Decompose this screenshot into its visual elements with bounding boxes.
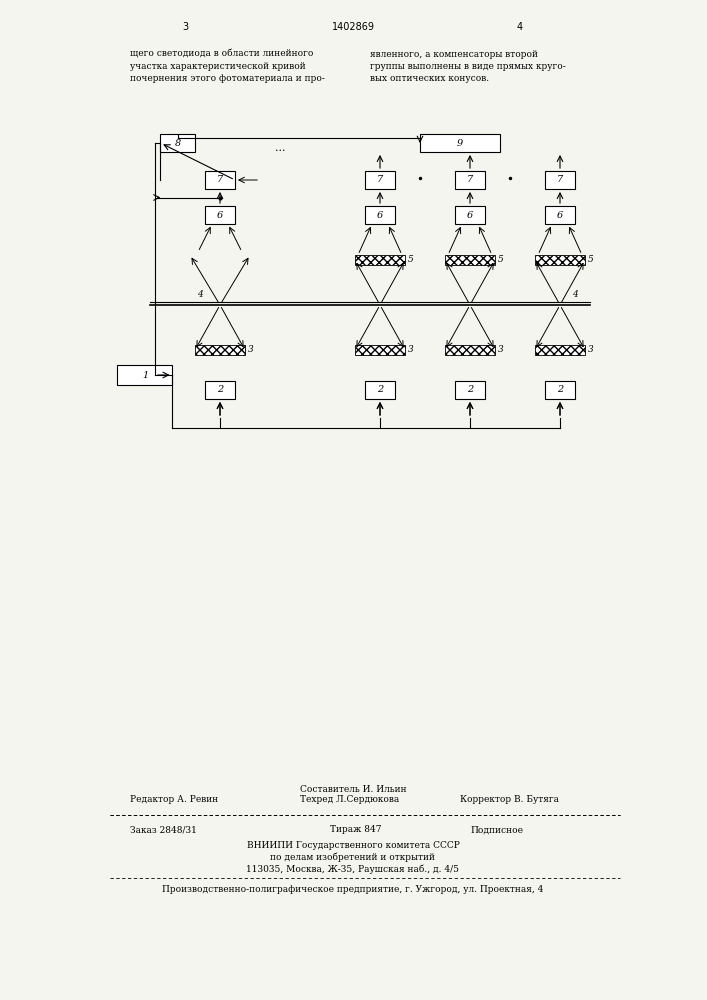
Text: 6: 6: [557, 211, 563, 220]
Bar: [445, 345, 495, 355]
Text: 5: 5: [408, 255, 414, 264]
Text: 6: 6: [377, 211, 383, 220]
Bar: [355, 345, 405, 355]
Text: Техред Л.Сердюкова: Техред Л.Сердюкова: [300, 796, 399, 804]
Text: по делам изобретений и открытий: по делам изобретений и открытий: [271, 852, 436, 862]
Text: Корректор В. Бутяга: Корректор В. Бутяга: [460, 796, 559, 804]
Bar: [117, 365, 173, 385]
Bar: [205, 381, 235, 399]
Bar: [160, 134, 196, 152]
Text: 4: 4: [572, 290, 578, 299]
Text: 1: 1: [142, 370, 148, 379]
Bar: [545, 171, 575, 189]
Bar: [535, 345, 585, 355]
Text: 2: 2: [377, 385, 383, 394]
Text: Редактор А. Ревин: Редактор А. Ревин: [130, 796, 218, 804]
Bar: [445, 255, 495, 265]
Text: ...: ...: [275, 143, 285, 153]
Text: Составитель И. Ильин: Составитель И. Ильин: [300, 786, 407, 794]
Text: 2: 2: [557, 385, 563, 394]
Text: Подписное: Подписное: [470, 826, 523, 834]
Text: 5: 5: [498, 255, 504, 264]
Text: явленного, а компенсаторы второй
группы выполнены в виде прямых круго-
вых оптич: явленного, а компенсаторы второй группы …: [370, 50, 566, 83]
Text: 8: 8: [175, 138, 181, 147]
Bar: [195, 345, 245, 355]
Bar: [365, 171, 395, 189]
Bar: [355, 255, 405, 265]
Text: Производственно-полиграфическое предприятие, г. Ужгород, ул. Проектная, 4: Производственно-полиграфическое предприя…: [163, 886, 544, 894]
Text: 3: 3: [182, 22, 188, 32]
Text: 3: 3: [498, 346, 504, 355]
Text: щего светодиода в области линейного
участка характеристической кривой
почернения: щего светодиода в области линейного учас…: [130, 50, 325, 83]
Bar: [535, 255, 585, 265]
Text: 5: 5: [588, 255, 594, 264]
Bar: [420, 134, 500, 152]
Text: 113035, Москва, Ж-35, Раушская наб., д. 4/5: 113035, Москва, Ж-35, Раушская наб., д. …: [247, 864, 460, 874]
Text: ВНИИПИ Государственного комитета СССР: ВНИИПИ Государственного комитета СССР: [247, 840, 460, 850]
Text: 7: 7: [467, 176, 473, 184]
Text: 7: 7: [217, 176, 223, 184]
Bar: [205, 171, 235, 189]
Text: 2: 2: [467, 385, 473, 394]
Bar: [365, 206, 395, 224]
Text: 7: 7: [557, 176, 563, 184]
Text: 1402869: 1402869: [332, 22, 375, 32]
Text: 6: 6: [217, 211, 223, 220]
Text: 3: 3: [248, 346, 254, 355]
Bar: [455, 381, 485, 399]
Bar: [455, 206, 485, 224]
Text: 2: 2: [217, 385, 223, 394]
Bar: [545, 206, 575, 224]
Text: Заказ 2848/31: Заказ 2848/31: [130, 826, 197, 834]
Text: 6: 6: [467, 211, 473, 220]
Bar: [205, 206, 235, 224]
Bar: [545, 381, 575, 399]
Text: 7: 7: [377, 176, 383, 184]
Text: 4: 4: [517, 22, 523, 32]
Bar: [365, 381, 395, 399]
Text: Тираж 847: Тираж 847: [330, 826, 382, 834]
Bar: [455, 171, 485, 189]
Text: 9: 9: [457, 138, 463, 147]
Text: 3: 3: [588, 346, 594, 355]
Text: 4: 4: [197, 290, 203, 299]
Text: 3: 3: [408, 346, 414, 355]
